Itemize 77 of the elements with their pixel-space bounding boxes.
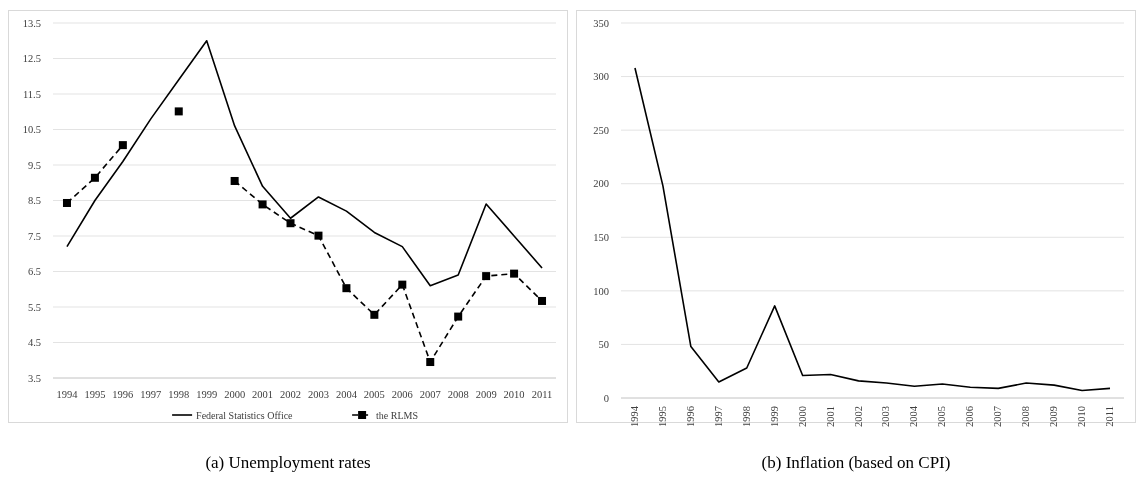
x-tick-label: 2004 [335,389,358,400]
y-tick-label: 9.5 [27,159,41,171]
line-series [634,67,1111,392]
x-tick-label: 1999 [768,406,780,427]
x-tick-label: 2001 [252,389,274,400]
y-tick-label: 6.5 [27,266,41,278]
x-tick-label: 2003 [307,389,329,400]
x-tick-label: 2010 [1076,406,1088,427]
x-tick-label: 2005 [936,406,948,427]
point [482,272,491,281]
y-tick-label: 11.5 [23,88,41,100]
point [90,173,99,182]
x-tick-label: 1998 [168,389,190,400]
y-tick-label: 3.5 [27,372,41,384]
y-tick-label: 50 [598,339,609,351]
x-tick-label: 1995 [84,389,106,400]
x-tick-label: 2004 [908,405,920,427]
line-series [66,39,543,287]
y-tick-label: 100 [593,285,609,297]
point [426,358,435,367]
y-tick-label: 250 [593,124,609,136]
point [510,269,519,278]
y-tick-label: 200 [593,178,609,190]
point [258,200,267,209]
y-tick-label: 12.5 [22,53,41,65]
x-tick-label: 1994 [628,405,640,427]
point [286,219,295,228]
legend-label: the RLMS [376,409,419,421]
point [398,280,407,289]
x-tick-label: 2010 [503,389,525,400]
x-tick-label: 2011 [1104,406,1116,427]
text: (a) Unemployment rates [205,453,371,472]
x-tick-label: 2007 [419,389,441,400]
point [454,312,463,321]
x-tick-label: 2008 [1020,406,1032,427]
x-tick-label: 2006 [964,406,976,427]
x-tick-label: 2001 [824,406,836,427]
text: (b) Inflation (based on CPI) [761,453,951,472]
point [118,141,127,150]
y-tick-label: 7.5 [27,230,41,242]
x-tick-label: 2009 [1048,406,1060,427]
x-tick-label: 1997 [712,406,724,427]
x-tick-label: 2003 [880,406,892,427]
y-tick-label: 5.5 [27,301,41,313]
x-tick-label: 2005 [363,389,385,400]
point [230,176,239,185]
point [314,231,323,240]
x-tick-label: 2009 [475,389,497,400]
x-tick-label: 2006 [391,389,413,400]
y-tick-label: 4.5 [27,337,41,349]
x-tick-label: 1994 [56,389,79,400]
point [538,296,547,305]
x-tick-label: 1996 [684,406,696,427]
point [370,310,379,319]
y-tick-label: 13.5 [22,17,41,29]
y-tick-label: 10.5 [22,124,41,136]
point [342,284,351,293]
x-tick-label: 1998 [740,406,752,427]
x-tick-label: 2002 [852,406,864,427]
x-tick-label: 1996 [112,389,134,400]
x-tick-label: 2000 [796,406,808,427]
x-tick-label: 1997 [140,389,162,400]
point [174,107,183,116]
x-tick-label: 2008 [447,389,469,400]
y-tick-label: 150 [593,231,609,243]
x-tick-label: 2011 [531,389,553,400]
x-tick-label: 1999 [196,389,218,400]
x-tick-label: 2007 [992,406,1004,427]
point [62,198,71,207]
x-tick-label: 2002 [280,389,302,400]
y-tick-label: 350 [593,17,609,29]
x-tick-label: 2000 [224,389,246,400]
legend-label: Federal Statistics Office [196,409,294,421]
y-tick-label: 0 [603,392,609,404]
y-tick-label: 8.5 [27,195,41,207]
x-tick-label: 1995 [656,406,668,427]
y-tick-label: 300 [593,71,609,83]
